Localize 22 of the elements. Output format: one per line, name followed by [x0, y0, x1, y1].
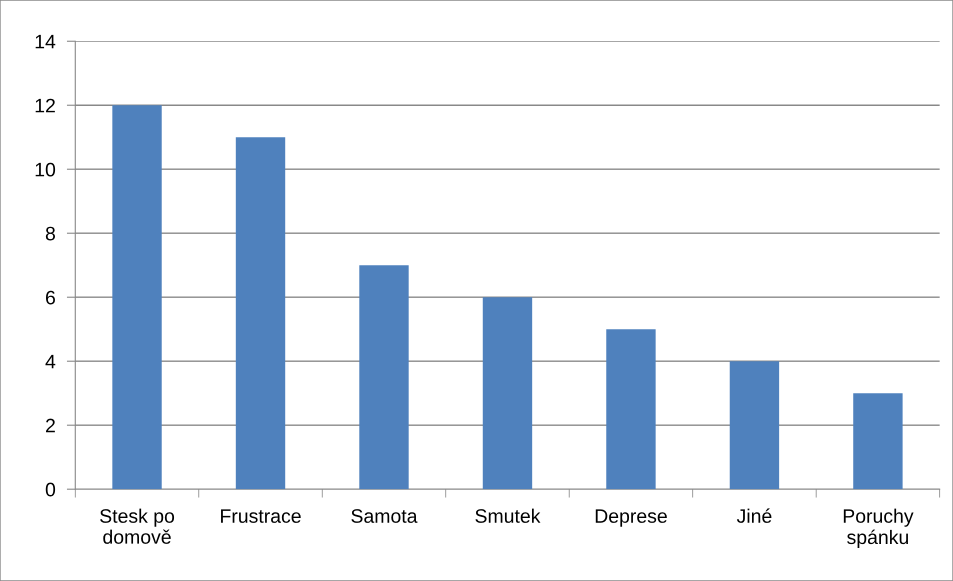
x-tick-label: Frustrace [221, 509, 301, 523]
x-tick-label: Deprese [596, 509, 667, 527]
bar [112, 105, 162, 490]
x-tick-label: Stesk po domově [100, 508, 174, 544]
x-tick-label: Jiné [736, 508, 772, 523]
y-tick-label: 10 [36, 162, 56, 176]
bar [606, 329, 656, 490]
y-tick-label: 6 [46, 290, 55, 304]
y-tick-label: 14 [36, 34, 56, 48]
y-tick-label: 4 [45, 354, 56, 368]
y-tick-label: 0 [46, 482, 56, 496]
bar [236, 137, 286, 490]
bar [730, 361, 780, 490]
bar [359, 265, 409, 490]
y-tick-label: 8 [46, 226, 55, 240]
bar [482, 297, 532, 490]
y-tick-label: 2 [46, 418, 55, 432]
y-tick-label: 12 [36, 98, 55, 112]
bar [853, 393, 903, 490]
x-tick-label: Samota [351, 509, 418, 523]
x-tick-label: Smutek [475, 508, 540, 523]
x-tick-label: Poruchy spánku [844, 508, 914, 548]
